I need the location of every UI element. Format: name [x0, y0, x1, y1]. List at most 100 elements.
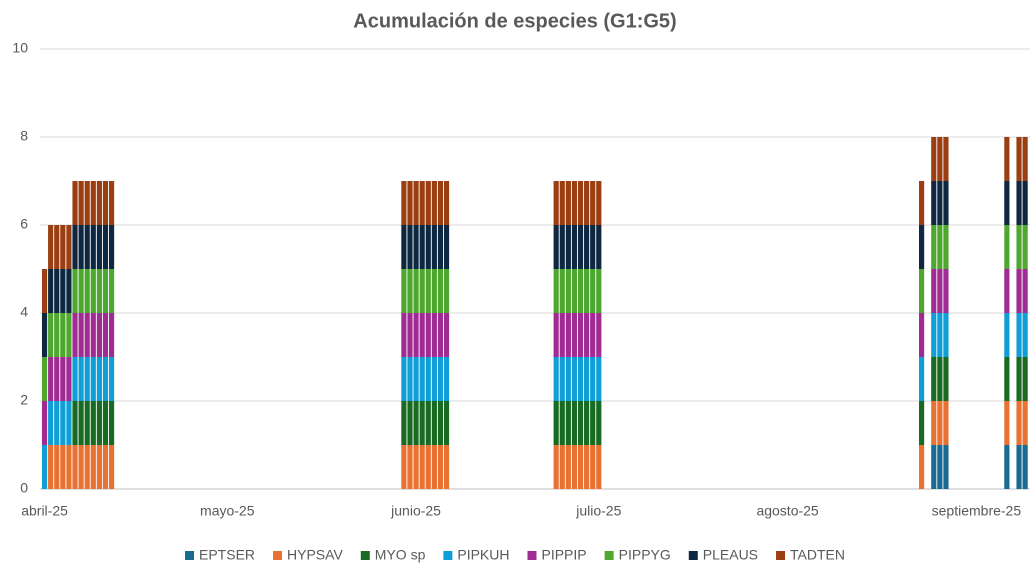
bar-segment [90, 181, 96, 225]
bar-segment [553, 269, 559, 313]
chart-title: Acumulación de especies (G1:G5) [353, 10, 676, 32]
bar-segment [443, 401, 450, 445]
bar-segment [1022, 445, 1028, 489]
legend-label: PIPPYG [619, 547, 671, 563]
bar-segment [1022, 357, 1028, 401]
bar-segment [78, 313, 84, 357]
bar-segment [443, 357, 450, 401]
bar-segment [54, 357, 60, 401]
bar-segment [590, 313, 596, 357]
bar-segment [72, 225, 78, 269]
legend-label: TADTEN [790, 547, 845, 563]
bar-segment [937, 181, 943, 225]
bar-segment [96, 181, 102, 225]
bar-segment [571, 225, 578, 269]
bar-segment [54, 269, 60, 313]
legend-label: PLEAUS [703, 547, 758, 563]
bar-segment [565, 357, 571, 401]
bar-segment [931, 313, 937, 357]
bar-segment [584, 401, 590, 445]
bar-segment [48, 225, 54, 269]
bar-segment [943, 357, 949, 401]
bar-segment [407, 357, 413, 401]
bar-segment [577, 181, 584, 225]
bar-segment [596, 313, 602, 357]
bar-segment [559, 269, 565, 313]
bar-segment [431, 445, 437, 489]
bar-segment [431, 313, 437, 357]
bar-segment [96, 269, 102, 313]
bar-segment [1016, 225, 1022, 269]
bar-segment [41, 313, 48, 357]
bar-segment [102, 313, 109, 357]
bar-segment [413, 313, 419, 357]
bar-segment [571, 181, 578, 225]
bar-segment [553, 445, 559, 489]
bar-segment [431, 181, 437, 225]
bar-segment [60, 313, 66, 357]
bar-segment [590, 269, 596, 313]
legend: EPTSER HYPSAV MYO sp PIPKUH PIPPIP PIPPYG PLEA… [185, 547, 845, 563]
bar-segment [931, 225, 937, 269]
legend-label: PIPKUH [457, 547, 509, 563]
bar-segment [1016, 313, 1022, 357]
bar-segment [559, 445, 565, 489]
bar-segment [937, 269, 943, 313]
legend-label: HYPSAV [287, 547, 343, 563]
bar-segment [41, 445, 48, 489]
bar-segment [919, 313, 925, 357]
bar-segment [84, 401, 90, 445]
bar-segment [66, 269, 72, 313]
bar-segment [419, 357, 425, 401]
bar-segment [66, 445, 72, 489]
bar-segment [596, 269, 602, 313]
bar-segment [407, 401, 413, 445]
bar-segment [437, 225, 444, 269]
bar-segment [78, 445, 84, 489]
bar-segment [96, 313, 102, 357]
bar-segment [596, 181, 602, 225]
legend-swatch [527, 551, 537, 560]
x-tick-label: mayo-25 [200, 503, 255, 519]
bar-segment [559, 357, 565, 401]
bar-segment [577, 269, 584, 313]
bar-segment [84, 357, 90, 401]
bar-segment [584, 269, 590, 313]
bar-segment [90, 445, 96, 489]
bar-segment [54, 313, 60, 357]
bar-segment [937, 445, 943, 489]
legend-label: MYO sp [375, 547, 426, 563]
bar-segment [596, 445, 602, 489]
bar-segment [419, 401, 425, 445]
bar-segment [553, 357, 559, 401]
bar-segment [1016, 401, 1022, 445]
bar-segment [78, 225, 84, 269]
bar-segment [66, 357, 72, 401]
bar-segment [108, 181, 115, 225]
bar-segment [931, 137, 937, 181]
legend-swatch [443, 551, 453, 560]
bar-segment [401, 225, 407, 269]
bar-segment [437, 181, 444, 225]
bar-segment [425, 181, 431, 225]
bar-segment [108, 313, 115, 357]
bar-segment [590, 401, 596, 445]
bar-segment [66, 225, 72, 269]
bar-segment [419, 445, 425, 489]
bar-segment [48, 445, 54, 489]
bar-segment [565, 225, 571, 269]
bar-segment [571, 313, 578, 357]
bar-segment [596, 357, 602, 401]
bar-segment [425, 357, 431, 401]
bar-segment [590, 357, 596, 401]
bar-segment [577, 313, 584, 357]
y-tick-label: 10 [12, 40, 28, 56]
bar-segment [78, 181, 84, 225]
bar-segment [1022, 181, 1028, 225]
bar-segment [565, 181, 571, 225]
bar-segment [413, 357, 419, 401]
bar-segment [919, 357, 925, 401]
bar-segment [937, 313, 943, 357]
